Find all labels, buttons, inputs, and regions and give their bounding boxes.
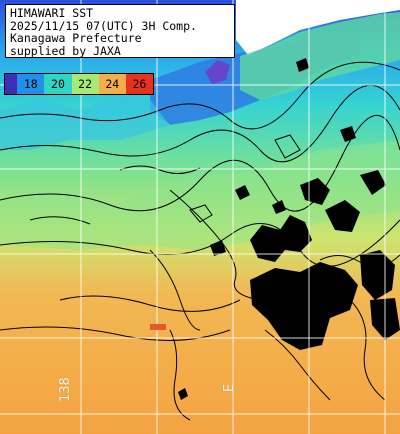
land-mass-top bbox=[236, 0, 400, 55]
scale-tick-26: 26 bbox=[125, 74, 153, 94]
scale-tick-22: 22 bbox=[71, 74, 99, 94]
land-mass-inlet bbox=[300, 0, 330, 28]
coastal-band bbox=[240, 12, 400, 100]
purple-cold-spot bbox=[205, 60, 230, 84]
info-box: HIMAWARI SST 2025/11/15 07(UTC) 3H Comp.… bbox=[5, 4, 235, 58]
longitude-unit-label: E bbox=[222, 383, 237, 392]
longitude-label: 138 bbox=[58, 377, 73, 402]
scale-seg-0 bbox=[5, 74, 18, 94]
cool-water-region-2 bbox=[0, 95, 170, 150]
product-title: HIMAWARI SST bbox=[10, 6, 94, 20]
observation-time: 2025/11/15 07(UTC) 3H Comp. bbox=[10, 18, 197, 33]
cloud-cover bbox=[178, 58, 400, 400]
scale-tick-24: 24 bbox=[98, 74, 126, 94]
data-source: supplied by JAXA bbox=[10, 43, 121, 58]
scale-tick-20: 20 bbox=[44, 74, 72, 94]
scale-tick-18: 18 bbox=[17, 74, 45, 94]
temperature-color-scale: 18 20 22 24 26 bbox=[4, 73, 154, 95]
warm-spot bbox=[150, 324, 166, 330]
region-name: Kanagawa Prefecture bbox=[10, 31, 142, 45]
